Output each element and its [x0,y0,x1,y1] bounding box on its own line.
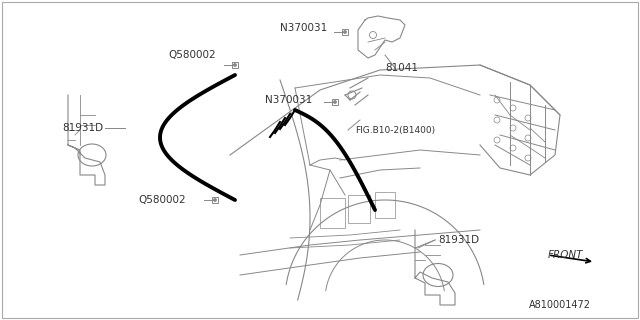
Text: Q580002: Q580002 [138,195,186,205]
Text: 81931D: 81931D [438,235,479,245]
Bar [320,198,345,228]
Text: N370031: N370031 [280,23,327,33]
Text: FIG.B10-2(B1400): FIG.B10-2(B1400) [355,125,435,134]
Bar [212,197,218,203]
Bar [342,29,348,35]
Ellipse shape [423,263,453,286]
Circle shape [334,101,336,103]
Text: A810001472: A810001472 [529,300,591,310]
Bar [332,99,338,105]
Bar [232,62,238,68]
Circle shape [214,199,216,201]
Circle shape [234,64,236,66]
Ellipse shape [78,144,106,166]
Bar [348,195,370,223]
Bar [375,192,395,218]
Text: Q580002: Q580002 [168,50,216,60]
Text: 81931D: 81931D [62,123,103,133]
Circle shape [344,31,346,33]
Text: 81041: 81041 [385,63,418,73]
Text: FRONT: FRONT [548,250,584,260]
Text: N370031: N370031 [265,95,312,105]
